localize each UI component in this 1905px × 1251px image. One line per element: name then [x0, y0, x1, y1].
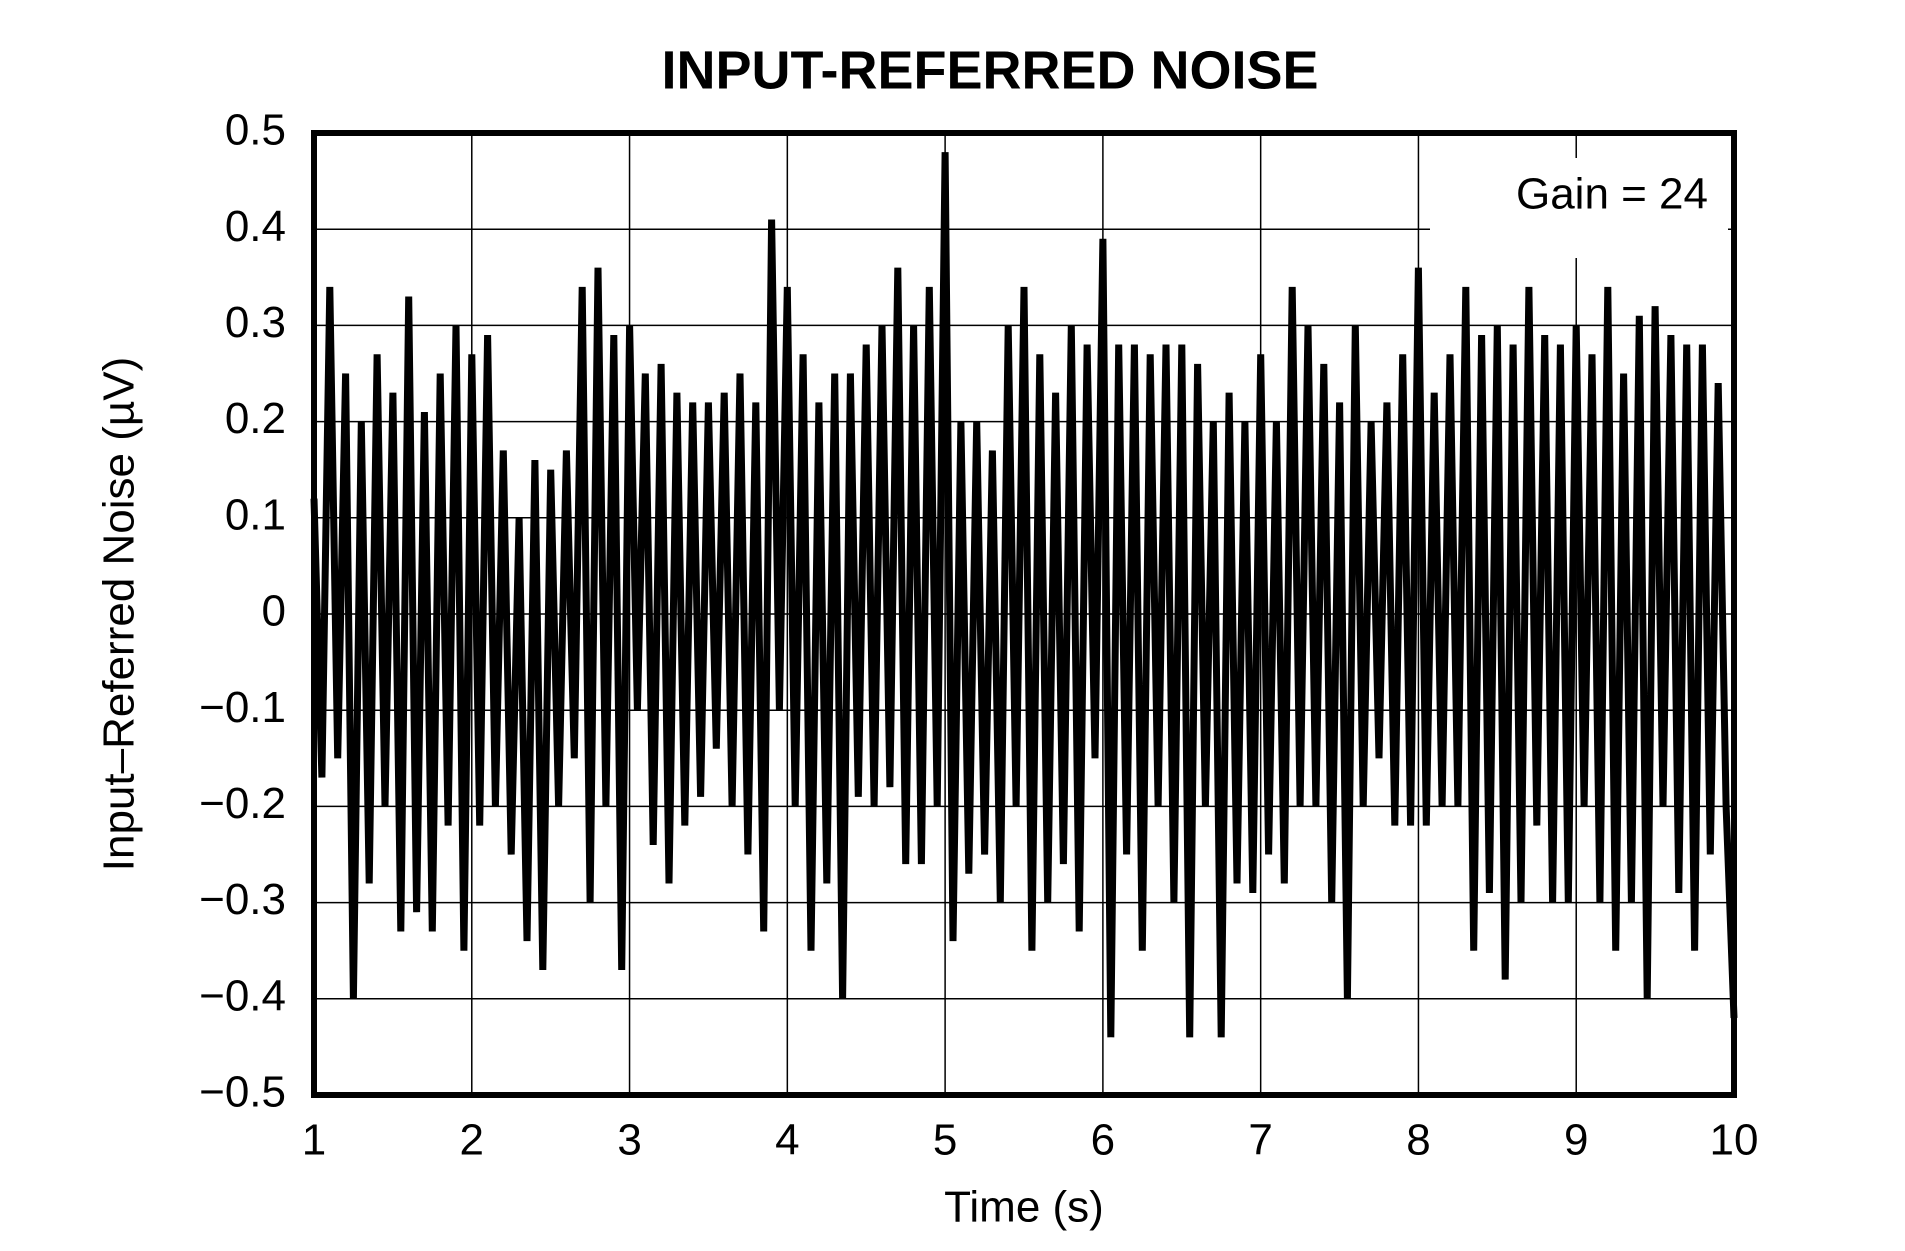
y-tick-label: 0	[262, 587, 286, 636]
x-tick-label: 2	[460, 1116, 484, 1165]
annotation-background	[1430, 158, 1728, 258]
y-tick-label: −0.2	[199, 779, 286, 828]
y-tick-label: −0.5	[199, 1068, 286, 1117]
y-tick-label: 0.4	[225, 202, 286, 251]
y-axis-label: Input–Referred Noise (µV)	[95, 357, 144, 871]
y-tick-label: 0.5	[225, 106, 286, 155]
x-tick-label: 7	[1248, 1116, 1272, 1165]
chart-title: INPUT-REFERRED NOISE	[661, 40, 1318, 100]
x-tick-label: 8	[1406, 1116, 1430, 1165]
x-tick-label: 3	[617, 1116, 641, 1165]
y-tick-label: 0.1	[225, 490, 286, 539]
y-tick-label: −0.4	[199, 971, 286, 1020]
y-tick-label: −0.3	[199, 875, 286, 924]
noise-line	[310, 152, 1738, 1038]
y-tick-label: 0.2	[225, 394, 286, 443]
x-tick-label: 9	[1564, 1116, 1588, 1165]
x-tick-label: 1	[302, 1116, 326, 1165]
y-tick-label: −0.1	[199, 683, 286, 732]
plot-frame	[311, 130, 1737, 1098]
x-axis-label: Time (s)	[944, 1183, 1104, 1232]
x-tick-label: 5	[933, 1116, 957, 1165]
x-tick-label: 4	[775, 1116, 799, 1165]
y-tick-label: 0.3	[225, 298, 286, 347]
annotation: Gain = 24	[1516, 170, 1708, 219]
x-tick-label: 6	[1091, 1116, 1115, 1165]
x-tick-label: 10	[1710, 1116, 1759, 1165]
